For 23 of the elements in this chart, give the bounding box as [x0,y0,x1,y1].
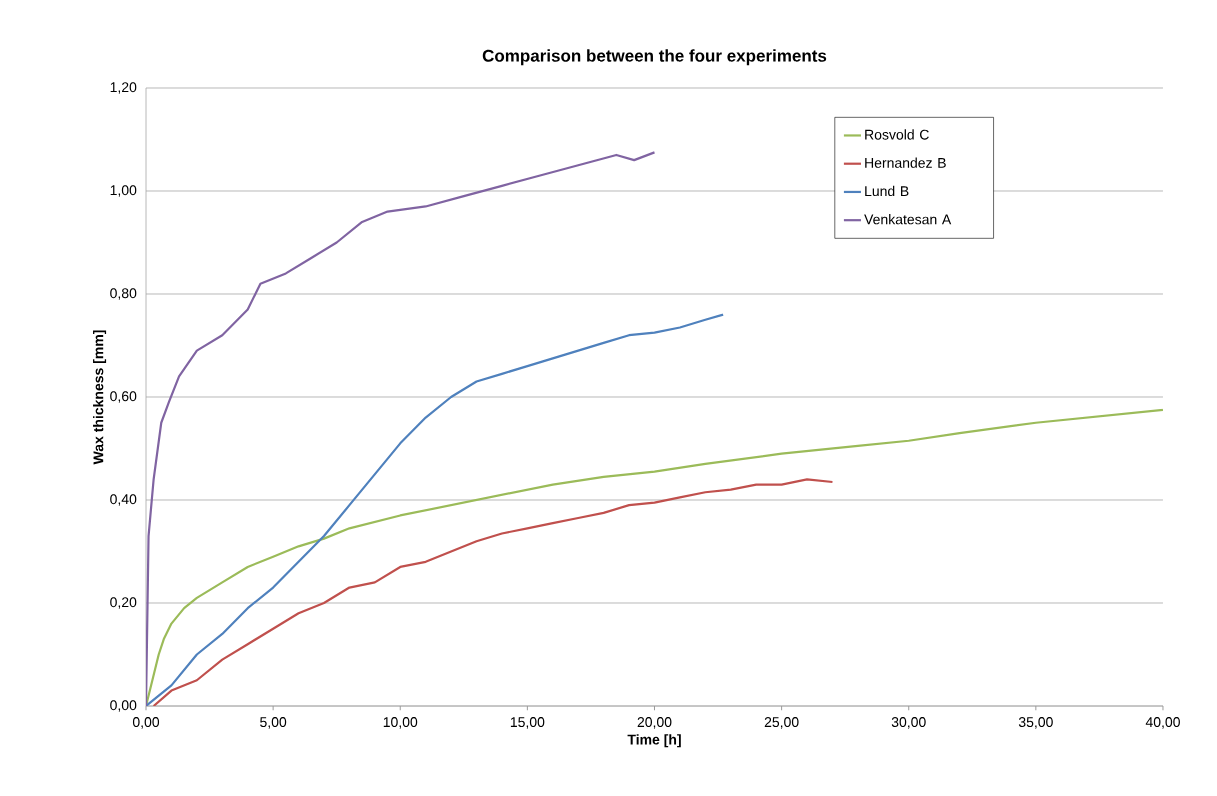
x-tick-label: 25,00 [764,717,799,729]
y-tick-label: 0,60 [110,391,137,403]
x-tick-label: 5,00 [260,717,287,729]
y-tick-label: 0,20 [110,597,137,609]
y-axis-title: Wax thickness [mm] [93,330,107,465]
legend-label: Venkatesan A [864,214,952,225]
y-tick-label: 0,00 [110,700,137,712]
x-tick-label: 10,00 [383,717,418,729]
y-tick-label: 1,00 [110,185,137,197]
x-tick-label: 30,00 [891,717,926,729]
chart-title: Comparison between the four experiments [482,49,827,66]
y-tick-label: 0,80 [110,288,137,300]
x-tick-label: 15,00 [510,717,545,729]
x-tick-label: 35,00 [1018,717,1053,729]
x-axis-title: Time [h] [627,734,681,748]
x-tick-label: 20,00 [637,717,672,729]
legend-label: Hernandez B [865,157,946,168]
y-tick-label: 0,40 [110,494,137,506]
x-tick-label: 0,00 [132,717,160,729]
y-tick-label: 1,20 [110,82,137,94]
legend-label: Lund B [865,185,909,197]
x-tick-label: 40,00 [1145,717,1180,729]
legend-label: Rosvold C [865,129,929,140]
